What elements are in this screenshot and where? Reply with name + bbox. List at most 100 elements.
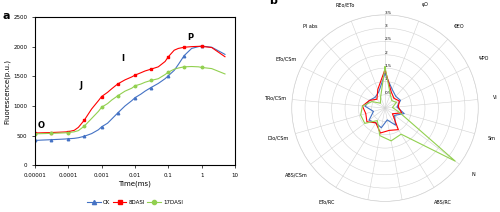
8DASI	[171, 49, 177, 52]
17DASI	[81, 125, 87, 127]
8DASI	[375, 88, 381, 91]
17DASI	[148, 79, 154, 82]
8DASI	[71, 129, 77, 132]
CK	[166, 74, 172, 77]
17DASI	[171, 68, 177, 70]
17DASI	[142, 81, 148, 84]
X-axis label: Time(ms): Time(ms)	[118, 181, 152, 187]
8DASI	[366, 99, 372, 102]
CK	[138, 93, 144, 95]
CK	[129, 99, 135, 102]
Line: 17DASI: 17DASI	[34, 65, 226, 135]
8DASI	[38, 132, 44, 134]
Line: CK: CK	[34, 45, 226, 142]
ck	[373, 121, 379, 124]
8DASI	[391, 97, 397, 100]
8DASI	[48, 131, 54, 134]
17DASI	[389, 99, 395, 102]
17DASI	[388, 93, 394, 96]
17DASI	[222, 73, 228, 75]
17DASI	[382, 66, 388, 68]
CK	[98, 126, 104, 128]
8DASI	[364, 120, 370, 123]
Text: P: P	[188, 33, 194, 42]
8DASI	[32, 132, 38, 134]
CK	[122, 105, 128, 107]
8DASI	[104, 91, 110, 94]
17DASI	[132, 85, 138, 87]
Text: J: J	[80, 81, 82, 90]
8DASI	[56, 131, 62, 134]
ck	[366, 119, 372, 121]
17DASI	[382, 66, 388, 68]
ck	[398, 99, 404, 102]
8DASI	[138, 71, 144, 74]
8DASI	[188, 45, 194, 48]
17DASI	[398, 133, 404, 135]
Legend: CK, 8DASI, 17DASI: CK, 8DASI, 17DASI	[85, 198, 185, 207]
17DASI	[362, 122, 368, 125]
Line: ck: ck	[365, 74, 404, 128]
8DASI	[382, 68, 388, 71]
17DASI	[96, 110, 102, 113]
17DASI	[374, 119, 380, 122]
17DASI	[176, 67, 182, 69]
ck	[366, 99, 372, 102]
17DASI	[104, 102, 110, 105]
17DASI	[390, 106, 396, 109]
8DASI	[360, 105, 366, 107]
CK	[88, 132, 94, 135]
17DASI	[98, 106, 104, 109]
CK	[114, 112, 120, 114]
17DASI	[108, 99, 114, 101]
17DASI	[198, 66, 204, 69]
17DASI	[378, 96, 384, 98]
Line: 8DASI: 8DASI	[362, 70, 402, 133]
17DASI	[188, 65, 194, 68]
ck	[392, 114, 398, 117]
17DASI	[378, 102, 384, 105]
CK	[56, 138, 62, 141]
Line: 8DASI: 8DASI	[34, 45, 226, 134]
8DASI	[374, 98, 380, 100]
17DASI	[88, 117, 94, 120]
8DASI	[386, 129, 392, 132]
17DASI	[62, 132, 68, 134]
17DASI	[122, 90, 128, 92]
8DASI	[181, 46, 187, 49]
17DASI	[156, 77, 162, 80]
17DASI	[32, 132, 38, 135]
8DASI	[122, 79, 128, 81]
8DASI	[88, 108, 94, 110]
CK	[42, 139, 48, 141]
CK	[96, 128, 102, 131]
8DASI	[166, 56, 172, 58]
8DASI	[373, 121, 379, 124]
CK	[32, 139, 38, 142]
8DASI	[98, 95, 104, 98]
8DASI	[382, 68, 388, 71]
ck	[401, 112, 407, 115]
17DASI	[129, 87, 135, 89]
CK	[198, 45, 204, 47]
8DASI	[129, 76, 135, 78]
CK	[81, 135, 87, 138]
8DASI	[132, 74, 138, 76]
17DASI	[76, 129, 82, 132]
CK	[196, 45, 202, 48]
17DASI	[196, 66, 202, 68]
17DASI	[71, 131, 77, 133]
ck	[382, 72, 388, 75]
CK	[38, 139, 44, 141]
CK	[66, 138, 71, 140]
CK	[208, 46, 214, 49]
17DASI	[42, 132, 48, 135]
17DASI	[369, 100, 375, 103]
17DASI	[360, 105, 366, 107]
CK	[62, 138, 68, 140]
CK	[108, 118, 114, 120]
17DASI	[48, 132, 54, 135]
CK	[162, 77, 168, 80]
ck	[392, 124, 398, 126]
ck	[382, 72, 388, 75]
